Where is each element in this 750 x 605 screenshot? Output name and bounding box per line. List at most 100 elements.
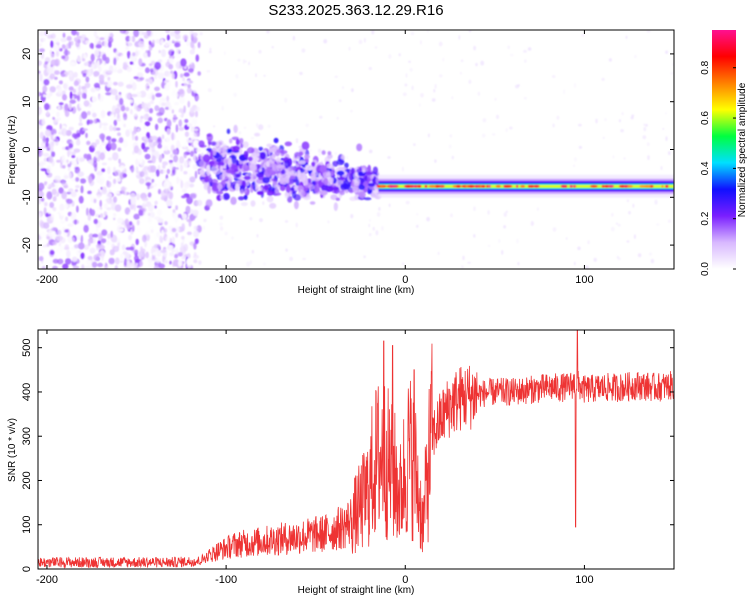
spectrogram-noise-mark: [49, 202, 55, 208]
spectrogram-noise-mark: [194, 106, 201, 112]
spectrogram-noise-mark: [147, 93, 151, 100]
spectrogram-noise-mark: [573, 164, 575, 167]
spectrogram-noise-mark: [62, 226, 65, 232]
spectrogram-noise-mark: [98, 94, 104, 103]
spectrogram-noise-mark: [88, 175, 93, 184]
spectrogram-noise-mark: [233, 92, 237, 97]
spectrogram-noise-mark: [494, 97, 497, 101]
spectrogram-noise-mark: [628, 211, 631, 215]
spectrogram-noise-mark: [410, 31, 415, 36]
spectrogram-noise-mark: [143, 125, 146, 130]
spectrogram-noise-mark: [180, 180, 184, 189]
spectrogram-noise-mark: [64, 232, 68, 237]
spectrogram-noise-mark: [610, 226, 615, 232]
spectrogram-noise-mark: [158, 263, 166, 269]
spectrogram-noise-mark: [250, 260, 252, 265]
spectrogram-noise-mark: [39, 31, 45, 37]
spectrogram-noise-mark: [183, 105, 186, 114]
spectrogram-noise-mark: [153, 265, 160, 269]
spectrogram-noise-mark: [462, 255, 465, 261]
spectrogram-noise-mark: [67, 163, 72, 168]
spectrogram-noise-mark: [142, 210, 150, 217]
spectrogram-noise-mark: [235, 74, 239, 79]
spectrogram-noise-mark: [248, 62, 250, 66]
spectrogram-noise-mark: [110, 142, 117, 151]
spectrogram-noise-mark: [98, 232, 102, 241]
spectrogram-carrier-peak: [503, 184, 512, 188]
spectrogram-noise-mark: [163, 228, 168, 234]
spectrogram-noise-mark: [101, 168, 106, 173]
spectrogram-noise-mark: [85, 76, 90, 83]
spectrogram-noise-mark: [174, 33, 181, 40]
spectrogram-noise-mark: [54, 76, 58, 80]
spectrogram-band-mark: [350, 167, 355, 175]
spectrogram-noise-mark: [156, 112, 163, 117]
spectrogram-noise-mark: [112, 245, 120, 253]
spectrogram-noise-mark: [107, 41, 112, 48]
spectrogram-band-mark: [300, 173, 304, 179]
spectrogram-noise-mark: [98, 103, 103, 109]
spectrogram-noise-mark: [48, 183, 56, 188]
spectrogram-carrier-peak: [413, 184, 418, 188]
spectrogram-carrier-peak: [623, 184, 629, 188]
spectrogram-noise-mark: [99, 133, 106, 140]
spectrogram-noise-mark: [351, 88, 354, 93]
spectrogram-noise-mark: [157, 59, 163, 63]
spectrogram-noise-mark: [130, 164, 135, 173]
spectrogram-noise-mark: [118, 158, 121, 164]
spectrogram-noise-mark: [143, 200, 147, 205]
spectrogram-noise-mark: [63, 175, 69, 179]
spectrogram-noise-mark: [420, 93, 424, 98]
spectrogram-noise-mark: [98, 120, 102, 129]
spectrogram-noise-mark: [151, 145, 155, 153]
spectrogram-band-mark: [266, 166, 271, 174]
spectrogram-noise-mark: [401, 262, 405, 266]
x-tick-label: -100: [215, 274, 237, 286]
spectrogram-noise-mark: [498, 239, 501, 243]
spectrogram-noise-mark: [634, 54, 637, 59]
spectrogram-band-mark: [336, 159, 345, 166]
colorbar-tick-label: 0.0: [700, 262, 711, 276]
spectrogram-band-mark: [266, 195, 274, 203]
spectrogram-noise-mark: [113, 235, 118, 243]
spectrogram-noise-mark: [646, 30, 651, 33]
spectrogram-noise-mark: [376, 212, 381, 217]
spectrogram-noise-mark: [156, 231, 160, 238]
spectrogram-noise-mark: [130, 109, 133, 115]
spectrogram-noise-mark: [206, 70, 211, 73]
spectrogram-carrier-peak: [424, 184, 428, 188]
spectrogram-band-mark: [243, 150, 249, 158]
spectrogram-noise-mark: [54, 210, 60, 214]
spectrogram-noise-mark: [38, 60, 42, 66]
spectrogram-noise-mark: [631, 114, 635, 117]
spectrogram-noise-mark: [147, 102, 151, 108]
spectrogram-noise-mark: [68, 41, 72, 49]
spectrogram-band-mark: [200, 176, 205, 180]
snr-frame: [37, 329, 675, 570]
snr-x-axis-label: Height of straight line (km): [298, 585, 415, 596]
spectrogram-band-mark: [238, 196, 245, 201]
spectrogram-noise-mark: [178, 144, 182, 148]
spectrogram-noise-mark: [301, 48, 306, 53]
spectrogram-noise-mark: [113, 191, 120, 195]
spectrogram-noise-mark: [62, 263, 69, 269]
spectrogram-noise-mark: [160, 97, 167, 102]
spectrogram-band-mark: [254, 132, 261, 137]
spectrogram-carrier-peak: [533, 184, 540, 188]
spectrogram-noise-mark: [88, 233, 94, 239]
spectrogram-noise-mark: [113, 178, 117, 184]
spectrogram-noise-mark: [78, 84, 82, 92]
spectrogram-band-mark: [239, 164, 243, 169]
spectrogram-noise-mark: [149, 79, 153, 85]
spectrogram-noise-mark: [115, 118, 121, 122]
spectrogram-noise-mark: [193, 230, 199, 238]
spectrogram-noise-mark: [43, 207, 47, 215]
spectrogram-band-mark: [301, 141, 310, 150]
spectrogram-noise-mark: [144, 146, 150, 150]
spectrogram-noise-mark: [71, 178, 76, 182]
spectrogram-noise-mark: [138, 40, 145, 48]
spectrogram-band-mark: [289, 175, 296, 180]
spectrogram-band-mark: [261, 167, 265, 174]
spectrogram-noise-mark: [162, 164, 166, 169]
spectrogram-noise-mark: [192, 85, 199, 93]
